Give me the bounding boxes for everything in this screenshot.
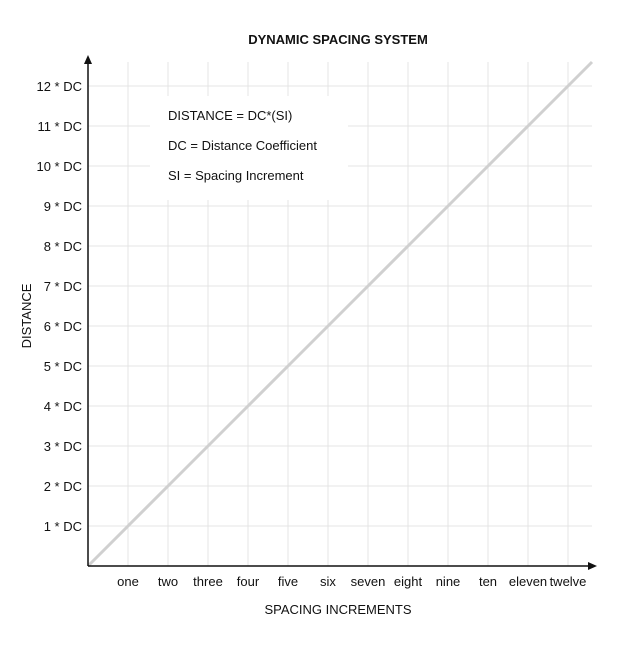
x-tick-label: six [320,574,336,589]
y-axis-arrow-icon [84,55,92,64]
x-axis-label: SPACING INCREMENTS [264,602,411,617]
legend-dc-definition: DC = Distance Coefficient [168,138,317,153]
x-tick-label: seven [351,574,386,589]
y-tick-label: 8 * DC [44,239,82,254]
legend-background [150,96,348,200]
chart-title: DYNAMIC SPACING SYSTEM [248,32,428,47]
y-tick-label: 5 * DC [44,359,82,374]
x-tick-label: nine [436,574,461,589]
axes [84,55,597,570]
y-tick-label: 11 * DC [37,119,82,134]
y-tick-label: 6 * DC [44,319,82,334]
y-axis-label: DISTANCE [19,283,34,348]
legend-si-definition: SI = Spacing Increment [168,168,304,183]
x-tick-label: five [278,574,298,589]
y-tick-label: 1 * DC [44,519,82,534]
x-tick-label: one [117,574,139,589]
x-tick-label: eight [394,574,423,589]
x-tick-label: three [193,574,223,589]
x-tick-label: eleven [509,574,547,589]
x-axis-arrow-icon [588,562,597,570]
x-tick-label: four [237,574,260,589]
x-tick-label: ten [479,574,497,589]
x-tick-label: twelve [550,574,587,589]
grid [88,62,592,566]
y-tick-label: 9 * DC [44,199,82,214]
x-tick-label: two [158,574,178,589]
y-tick-label: 3 * DC [44,439,82,454]
y-tick-label: 12 * DC [36,79,82,94]
y-tick-label: 4 * DC [44,399,82,414]
formula-legend: DISTANCE = DC*(SI) DC = Distance Coeffic… [150,96,348,200]
y-tick-labels: 1 * DC 2 * DC 3 * DC 4 * DC 5 * DC 6 * DC 7 * … [36,79,82,534]
legend-formula: DISTANCE = DC*(SI) [168,108,292,123]
y-tick-label: 2 * DC [44,479,82,494]
x-tick-labels: one two three four five six seven eight nine ten e… [117,574,586,589]
y-tick-label: 7 * DC [44,279,82,294]
y-tick-label: 10 * DC [36,159,82,174]
series-line-distance [86,60,594,568]
